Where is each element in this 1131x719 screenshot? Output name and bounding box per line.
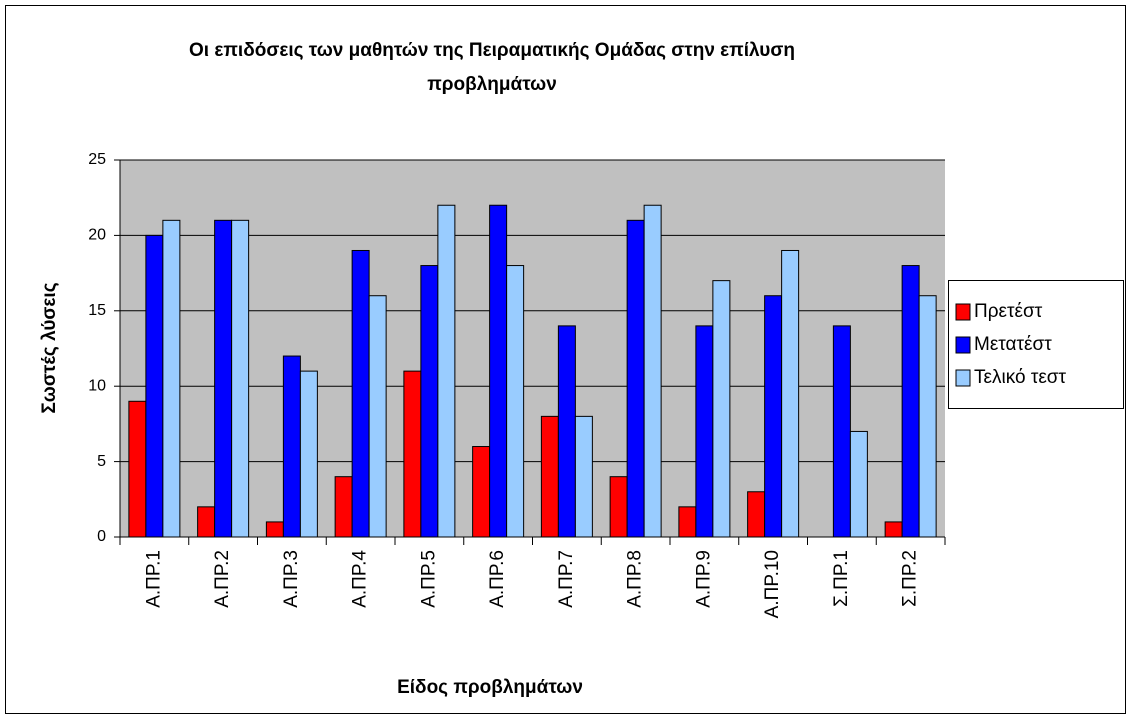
bar: [781, 249, 800, 538]
bar: [197, 506, 216, 538]
x-tick-label: Α.ΠΡ.4: [350, 550, 371, 608]
bar: [747, 491, 766, 538]
bar: [695, 325, 714, 538]
legend-swatch: [955, 369, 971, 387]
x-tick-label: Α.ΠΡ.1: [143, 550, 164, 608]
x-tick-label: Α.ΠΡ.2: [212, 550, 233, 608]
bar: [231, 219, 250, 538]
bar: [557, 325, 576, 538]
bar: [506, 265, 525, 538]
bar: [643, 204, 662, 538]
y-axis-label: Σωστές λύσεις: [39, 282, 60, 413]
x-tick-label: Α.ΠΡ.8: [625, 550, 646, 608]
bar: [420, 265, 439, 538]
plot-area: [120, 160, 945, 537]
bar: [574, 415, 593, 538]
bar: [849, 430, 868, 538]
x-tick-label: Α.ΠΡ.7: [556, 550, 577, 608]
bar: [162, 219, 181, 538]
bar: [437, 204, 456, 538]
y-tick-label: 20: [88, 227, 106, 244]
bar: [265, 521, 284, 538]
bar: [712, 280, 731, 538]
legend-label: Μετατέστ: [974, 334, 1052, 355]
bar: [368, 295, 387, 538]
x-axis-label: Είδος προβλημάτων: [397, 677, 583, 698]
x-tick-label: Α.ΠΡ.5: [418, 550, 439, 608]
legend-swatch: [955, 336, 971, 354]
x-tick-label: Α.ΠΡ.3: [281, 550, 302, 608]
y-tick-label: 15: [88, 302, 106, 319]
legend-swatch: [955, 303, 971, 321]
legend-label: Τελικό τεστ: [974, 367, 1067, 388]
x-tick-label: Σ.ΠΡ.1: [831, 550, 852, 607]
bar: [334, 476, 353, 538]
y-tick-label: 0: [97, 528, 106, 545]
bar: [128, 400, 147, 538]
bar: [626, 219, 645, 538]
y-tick-label: 5: [97, 453, 106, 470]
legend-label: Πρετέστ: [974, 301, 1043, 322]
bar: [764, 295, 783, 538]
y-tick-label: 10: [88, 377, 106, 394]
bar: [403, 370, 422, 538]
bar: [678, 506, 697, 538]
bar: [609, 476, 628, 538]
chart-title: Οι επιδόσεις των μαθητών της Πειραματική…: [189, 40, 795, 95]
bar: [351, 249, 370, 538]
legend-box: [948, 280, 1124, 409]
bar: [299, 370, 318, 538]
bar: [901, 265, 920, 538]
x-tick-label: Α.ΠΡ.10: [762, 550, 783, 618]
x-tick-label: Σ.ΠΡ.2: [900, 550, 921, 607]
bar: [884, 521, 903, 538]
x-tick-label: Α.ΠΡ.6: [487, 550, 508, 608]
bar: [540, 415, 559, 538]
bar: [918, 295, 937, 538]
bar: [145, 234, 164, 538]
bar: [832, 325, 851, 538]
bar: [282, 355, 301, 538]
y-tick-label: 25: [88, 151, 106, 168]
bar: [214, 219, 233, 538]
bar: [472, 446, 491, 538]
bar: [489, 204, 508, 538]
x-tick-label: Α.ΠΡ.9: [693, 550, 714, 608]
